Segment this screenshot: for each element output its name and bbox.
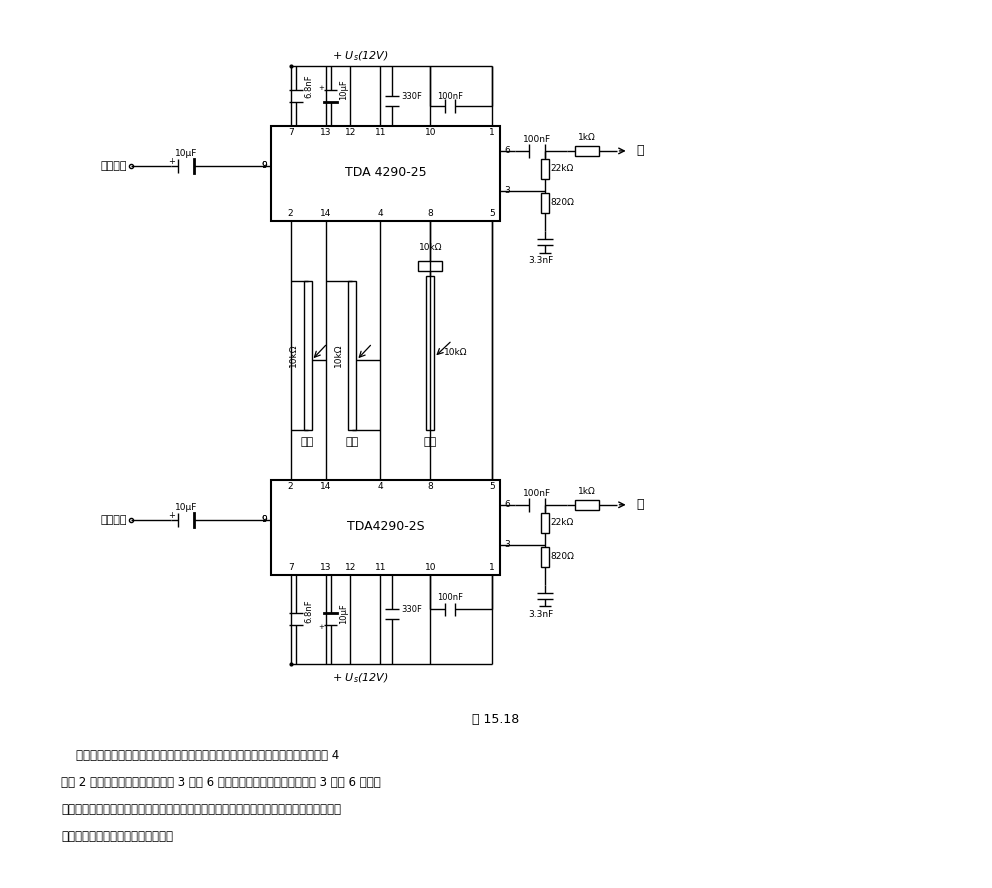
Text: 与脚 2 参考电位点相连，故此时脚 3 和脚 6 处音调降低的程度不同。若在脚 3 和脚 6 间接入: 与脚 2 参考电位点相连，故此时脚 3 和脚 6 处音调降低的程度不同。若在脚 … bbox=[62, 776, 381, 789]
Bar bbox=[574, 146, 599, 156]
Text: 6: 6 bbox=[504, 500, 510, 510]
Text: 6.8nF: 6.8nF bbox=[305, 75, 313, 98]
Bar bbox=[427, 275, 434, 430]
Text: 6.8nF: 6.8nF bbox=[305, 599, 313, 623]
Text: 22kΩ: 22kΩ bbox=[551, 519, 574, 527]
Text: 左输入端: 左输入端 bbox=[100, 161, 127, 170]
Text: 9: 9 bbox=[261, 515, 267, 524]
Text: 14: 14 bbox=[319, 210, 331, 218]
Text: 4: 4 bbox=[378, 210, 383, 218]
Text: 330F: 330F bbox=[402, 605, 423, 614]
Text: 该电路高低音提升或降低的程度以及音量调节与前述电路类似。音量调节部分将脚 4: 该电路高低音提升或降低的程度以及音量调节与前述电路类似。音量调节部分将脚 4 bbox=[62, 749, 339, 762]
Bar bbox=[304, 281, 311, 430]
Text: 10kΩ: 10kΩ bbox=[334, 344, 343, 367]
Text: 10μF: 10μF bbox=[175, 503, 197, 512]
Text: 11: 11 bbox=[375, 563, 386, 572]
Text: 3: 3 bbox=[504, 186, 510, 195]
Text: 10: 10 bbox=[425, 563, 435, 572]
Text: 12: 12 bbox=[345, 129, 356, 138]
Bar bbox=[541, 159, 549, 178]
Text: + $U_s$(12V): + $U_s$(12V) bbox=[332, 50, 389, 63]
Text: TDA 4290-25: TDA 4290-25 bbox=[344, 166, 427, 179]
Text: 10kΩ: 10kΩ bbox=[289, 344, 299, 367]
Text: 12: 12 bbox=[345, 563, 356, 572]
Bar bbox=[541, 547, 549, 567]
Text: 1kΩ: 1kΩ bbox=[578, 133, 595, 142]
Text: 高音: 高音 bbox=[301, 437, 314, 447]
Bar bbox=[271, 126, 500, 221]
Text: 分别控制左右两个声道的音响设备。: 分别控制左右两个声道的音响设备。 bbox=[62, 829, 174, 843]
Text: 右: 右 bbox=[637, 498, 644, 511]
Text: 2: 2 bbox=[288, 482, 294, 491]
Text: +: + bbox=[318, 85, 324, 91]
Text: 100nF: 100nF bbox=[523, 489, 551, 498]
Text: 左: 左 bbox=[637, 145, 644, 157]
Text: 22kΩ: 22kΩ bbox=[551, 164, 574, 173]
Text: 一个同频率有关的网络，则可在其抽头处得到随音量电平不同而不同的输出信号，此信号可: 一个同频率有关的网络，则可在其抽头处得到随音量电平不同而不同的输出信号，此信号可 bbox=[62, 803, 341, 816]
Text: 3.3nF: 3.3nF bbox=[528, 256, 554, 266]
Bar bbox=[574, 500, 599, 510]
Bar bbox=[541, 512, 549, 533]
Bar bbox=[419, 260, 442, 271]
Text: 7: 7 bbox=[288, 129, 294, 138]
Text: 8: 8 bbox=[428, 482, 434, 491]
Text: 音量: 音量 bbox=[424, 437, 436, 447]
Text: 100nF: 100nF bbox=[437, 91, 463, 100]
Text: 3.3nF: 3.3nF bbox=[528, 610, 554, 619]
Text: 10: 10 bbox=[425, 129, 435, 138]
Text: 13: 13 bbox=[319, 563, 331, 572]
Bar bbox=[348, 281, 356, 430]
Text: 3: 3 bbox=[504, 540, 510, 549]
Text: 820Ω: 820Ω bbox=[551, 198, 574, 207]
Text: 100nF: 100nF bbox=[523, 136, 551, 145]
Text: 10kΩ: 10kΩ bbox=[444, 348, 467, 357]
Text: 5: 5 bbox=[489, 210, 495, 218]
Text: 1: 1 bbox=[489, 563, 495, 572]
Text: 100nF: 100nF bbox=[437, 593, 463, 602]
Text: 6: 6 bbox=[504, 147, 510, 155]
Text: 14: 14 bbox=[319, 482, 331, 491]
Text: 9: 9 bbox=[261, 162, 267, 170]
Text: + $U_s$(12V): + $U_s$(12V) bbox=[332, 671, 389, 685]
Text: +: + bbox=[169, 511, 176, 520]
Text: 10μF: 10μF bbox=[339, 603, 348, 624]
Text: 低音: 低音 bbox=[346, 437, 359, 447]
Text: 820Ω: 820Ω bbox=[551, 552, 574, 561]
Text: 图 15.18: 图 15.18 bbox=[472, 713, 520, 725]
Text: 9: 9 bbox=[261, 162, 267, 170]
Text: 11: 11 bbox=[375, 129, 386, 138]
Text: TDA4290-2S: TDA4290-2S bbox=[346, 520, 425, 533]
Bar bbox=[541, 193, 549, 213]
Text: 右输入端: 右输入端 bbox=[100, 515, 127, 525]
Text: 4: 4 bbox=[378, 482, 383, 491]
Text: 330F: 330F bbox=[402, 91, 423, 100]
Text: 10kΩ: 10kΩ bbox=[419, 243, 442, 252]
Bar bbox=[271, 480, 500, 575]
Text: 1kΩ: 1kΩ bbox=[578, 488, 595, 496]
Text: +: + bbox=[169, 157, 176, 166]
Text: 5: 5 bbox=[489, 482, 495, 491]
Text: 8: 8 bbox=[428, 210, 434, 218]
Text: 1: 1 bbox=[489, 129, 495, 138]
Text: 10μF: 10μF bbox=[339, 80, 348, 100]
Text: 10μF: 10μF bbox=[175, 149, 197, 158]
Text: 13: 13 bbox=[319, 129, 331, 138]
Text: +: + bbox=[318, 624, 324, 630]
Text: 9: 9 bbox=[261, 515, 267, 524]
Text: 7: 7 bbox=[288, 563, 294, 572]
Text: 2: 2 bbox=[288, 210, 294, 218]
